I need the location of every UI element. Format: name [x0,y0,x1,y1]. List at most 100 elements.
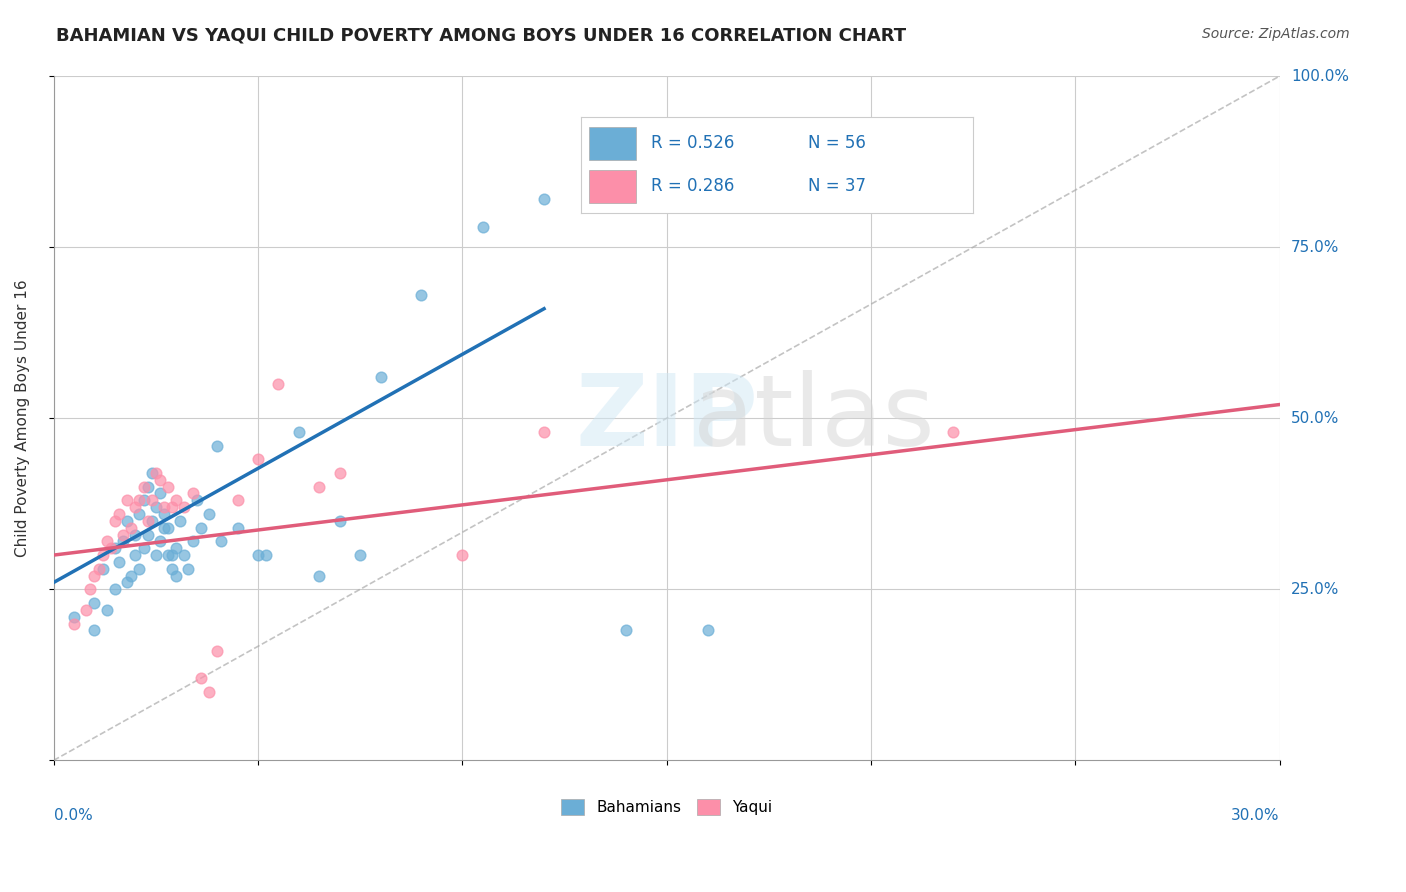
Point [165,541,187,556]
Point [209,534,232,549]
Point [136,514,159,528]
Point [63,609,86,624]
Point [145,466,167,480]
Point [614,624,637,638]
Point [141,514,163,528]
Point [136,527,159,541]
Text: 0.0%: 0.0% [53,808,93,823]
Point [132,480,155,494]
Point [83,624,105,638]
Point [115,575,138,590]
Text: BAHAMIAN VS YAQUI CHILD POVERTY AMONG BOYS UNDER 16 CORRELATION CHART: BAHAMIAN VS YAQUI CHILD POVERTY AMONG BO… [56,27,907,45]
Point [145,500,167,515]
Point [75,603,97,617]
Point [108,507,131,521]
Point [198,507,221,521]
Point [132,493,155,508]
Point [942,425,965,439]
Point [87,562,110,576]
Point [696,624,718,638]
Point [120,521,142,535]
Point [83,596,105,610]
Point [190,671,212,685]
Text: 100.0%: 100.0% [1291,69,1348,84]
Text: 25.0%: 25.0% [1291,582,1339,597]
Point [104,514,127,528]
Point [246,452,269,467]
Point [411,288,433,302]
Text: 50.0%: 50.0% [1291,410,1339,425]
Point [91,562,114,576]
Point [181,534,204,549]
Point [96,534,118,549]
Point [108,555,131,569]
Text: atlas: atlas [693,369,935,467]
Point [246,548,269,562]
Point [112,527,135,541]
Point [63,616,86,631]
Point [329,514,352,528]
Point [173,500,195,515]
Point [157,480,180,494]
Point [128,493,150,508]
Point [112,534,135,549]
Point [124,548,146,562]
Point [149,473,172,487]
Point [370,370,392,384]
Point [226,493,249,508]
Point [160,548,183,562]
Point [267,376,290,391]
Y-axis label: Child Poverty Among Boys Under 16: Child Poverty Among Boys Under 16 [15,279,30,557]
Point [115,514,138,528]
Point [145,548,167,562]
Point [533,192,555,206]
Point [157,521,180,535]
Point [205,439,228,453]
Point [181,486,204,500]
Point [149,486,172,500]
Point [533,425,555,439]
Point [136,480,159,494]
Point [153,507,176,521]
Point [141,466,163,480]
Point [124,527,146,541]
Point [104,582,127,597]
Point [329,466,352,480]
Point [96,603,118,617]
Point [308,480,330,494]
Point [160,562,183,576]
Point [79,582,101,597]
Point [254,548,277,562]
Point [91,548,114,562]
Point [198,685,221,699]
Point [149,534,172,549]
Point [128,562,150,576]
Point [177,562,200,576]
Text: ZIP: ZIP [575,369,758,467]
Point [160,500,183,515]
Point [120,568,142,582]
Point [124,500,146,515]
Text: 75.0%: 75.0% [1291,240,1339,254]
Point [226,521,249,535]
Point [128,507,150,521]
Point [308,568,330,582]
Point [153,500,176,515]
Point [104,541,127,556]
Point [186,493,208,508]
Point [169,514,191,528]
Point [100,541,122,556]
Point [165,493,187,508]
Point [141,493,163,508]
Point [190,521,212,535]
Text: 30.0%: 30.0% [1232,808,1279,823]
Point [157,548,180,562]
Point [153,521,176,535]
Point [349,548,371,562]
Point [115,493,138,508]
Point [288,425,311,439]
Point [451,548,474,562]
Point [165,568,187,582]
Point [173,548,195,562]
Point [83,568,105,582]
